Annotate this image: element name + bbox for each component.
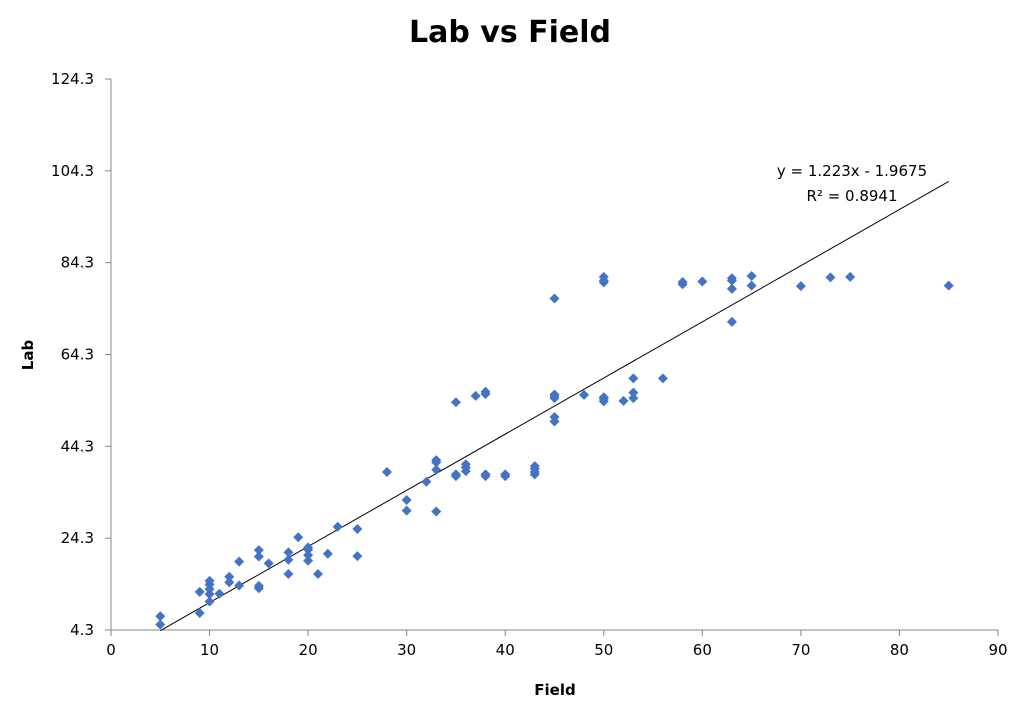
data-point	[421, 476, 432, 487]
data-point	[224, 571, 235, 582]
data-point	[677, 276, 688, 287]
data-point	[628, 393, 639, 404]
data-point	[352, 523, 363, 534]
data-point	[283, 547, 294, 558]
x-tick-label: 90	[988, 641, 1007, 659]
data-point	[480, 469, 491, 480]
data-point	[381, 467, 392, 478]
data-point	[322, 548, 333, 559]
x-tick-label: 40	[496, 641, 515, 659]
data-point	[303, 555, 314, 566]
data-point	[194, 608, 205, 619]
data-point	[460, 459, 471, 470]
x-axis-title: Field	[534, 681, 575, 699]
data-point	[500, 469, 511, 480]
data-point	[401, 505, 412, 516]
data-point	[431, 455, 442, 466]
data-point	[480, 386, 491, 397]
x-tick-label: 80	[890, 641, 909, 659]
data-point	[155, 619, 166, 630]
data-point	[352, 551, 363, 562]
data-point	[204, 575, 215, 586]
data-point	[155, 611, 166, 622]
x-tick-label: 70	[791, 641, 810, 659]
data-point	[470, 390, 481, 401]
data-point	[450, 397, 461, 408]
x-tick-label: 30	[397, 641, 416, 659]
y-tick-label: 4.3	[70, 621, 94, 639]
data-point	[303, 550, 314, 561]
chart-title: Lab vs Field	[409, 15, 611, 50]
data-point	[618, 395, 629, 406]
data-point	[726, 316, 737, 327]
data-point	[598, 392, 609, 403]
data-point	[726, 273, 737, 284]
data-point	[598, 271, 609, 282]
x-tick-label: 50	[594, 641, 613, 659]
data-point	[697, 276, 708, 287]
data-point	[332, 521, 343, 532]
trendline-equation: y = 1.223x - 1.9675	[777, 162, 927, 180]
trendline-group	[160, 181, 949, 632]
data-point	[253, 580, 264, 591]
data-point	[549, 411, 560, 422]
data-point	[795, 281, 806, 292]
data-point	[293, 532, 304, 543]
data-point	[194, 586, 205, 597]
data-point	[303, 542, 314, 553]
data-point	[579, 389, 590, 400]
x-tick-label: 60	[693, 641, 712, 659]
data-point	[401, 495, 412, 506]
data-point	[657, 373, 668, 384]
data-point	[549, 293, 560, 304]
data-point	[253, 545, 264, 556]
x-tick-label: 0	[106, 641, 116, 659]
data-point	[845, 271, 856, 282]
data-point	[214, 588, 225, 599]
data-point	[746, 280, 757, 291]
data-point	[628, 373, 639, 384]
data-point	[450, 469, 461, 480]
data-points	[155, 270, 954, 630]
data-point	[529, 461, 540, 472]
trendline	[160, 181, 949, 632]
data-point	[204, 596, 215, 607]
x-tick-label: 10	[200, 641, 219, 659]
data-point	[283, 568, 294, 579]
trendline-r-squared: R² = 0.8941	[806, 187, 897, 205]
data-point	[825, 272, 836, 283]
data-point	[549, 389, 560, 400]
data-point	[431, 506, 442, 517]
data-point	[746, 270, 757, 281]
data-point	[283, 554, 294, 565]
data-point	[234, 556, 245, 567]
y-tick-label: 84.3	[61, 254, 94, 272]
data-point	[431, 464, 442, 475]
data-point	[263, 558, 274, 569]
y-tick-label: 24.3	[61, 529, 94, 547]
y-tick-label: 104.3	[51, 162, 94, 180]
y-tick-label: 44.3	[61, 437, 94, 455]
axes: 0 10 20 30 40 50 60 70 80 90 4.3 24.3 44.3 64.3 84.3 10…	[51, 70, 1008, 659]
data-point	[204, 589, 215, 600]
data-point	[726, 283, 737, 294]
data-point	[253, 551, 264, 562]
y-tick-label: 64.3	[61, 346, 94, 364]
data-point	[224, 577, 235, 588]
data-point	[628, 387, 639, 398]
data-point	[234, 580, 245, 591]
data-point	[943, 280, 954, 291]
x-tick-label: 20	[299, 641, 318, 659]
y-tick-label: 124.3	[51, 70, 94, 88]
y-axis-title: Lab	[19, 340, 37, 371]
data-point	[312, 568, 323, 579]
